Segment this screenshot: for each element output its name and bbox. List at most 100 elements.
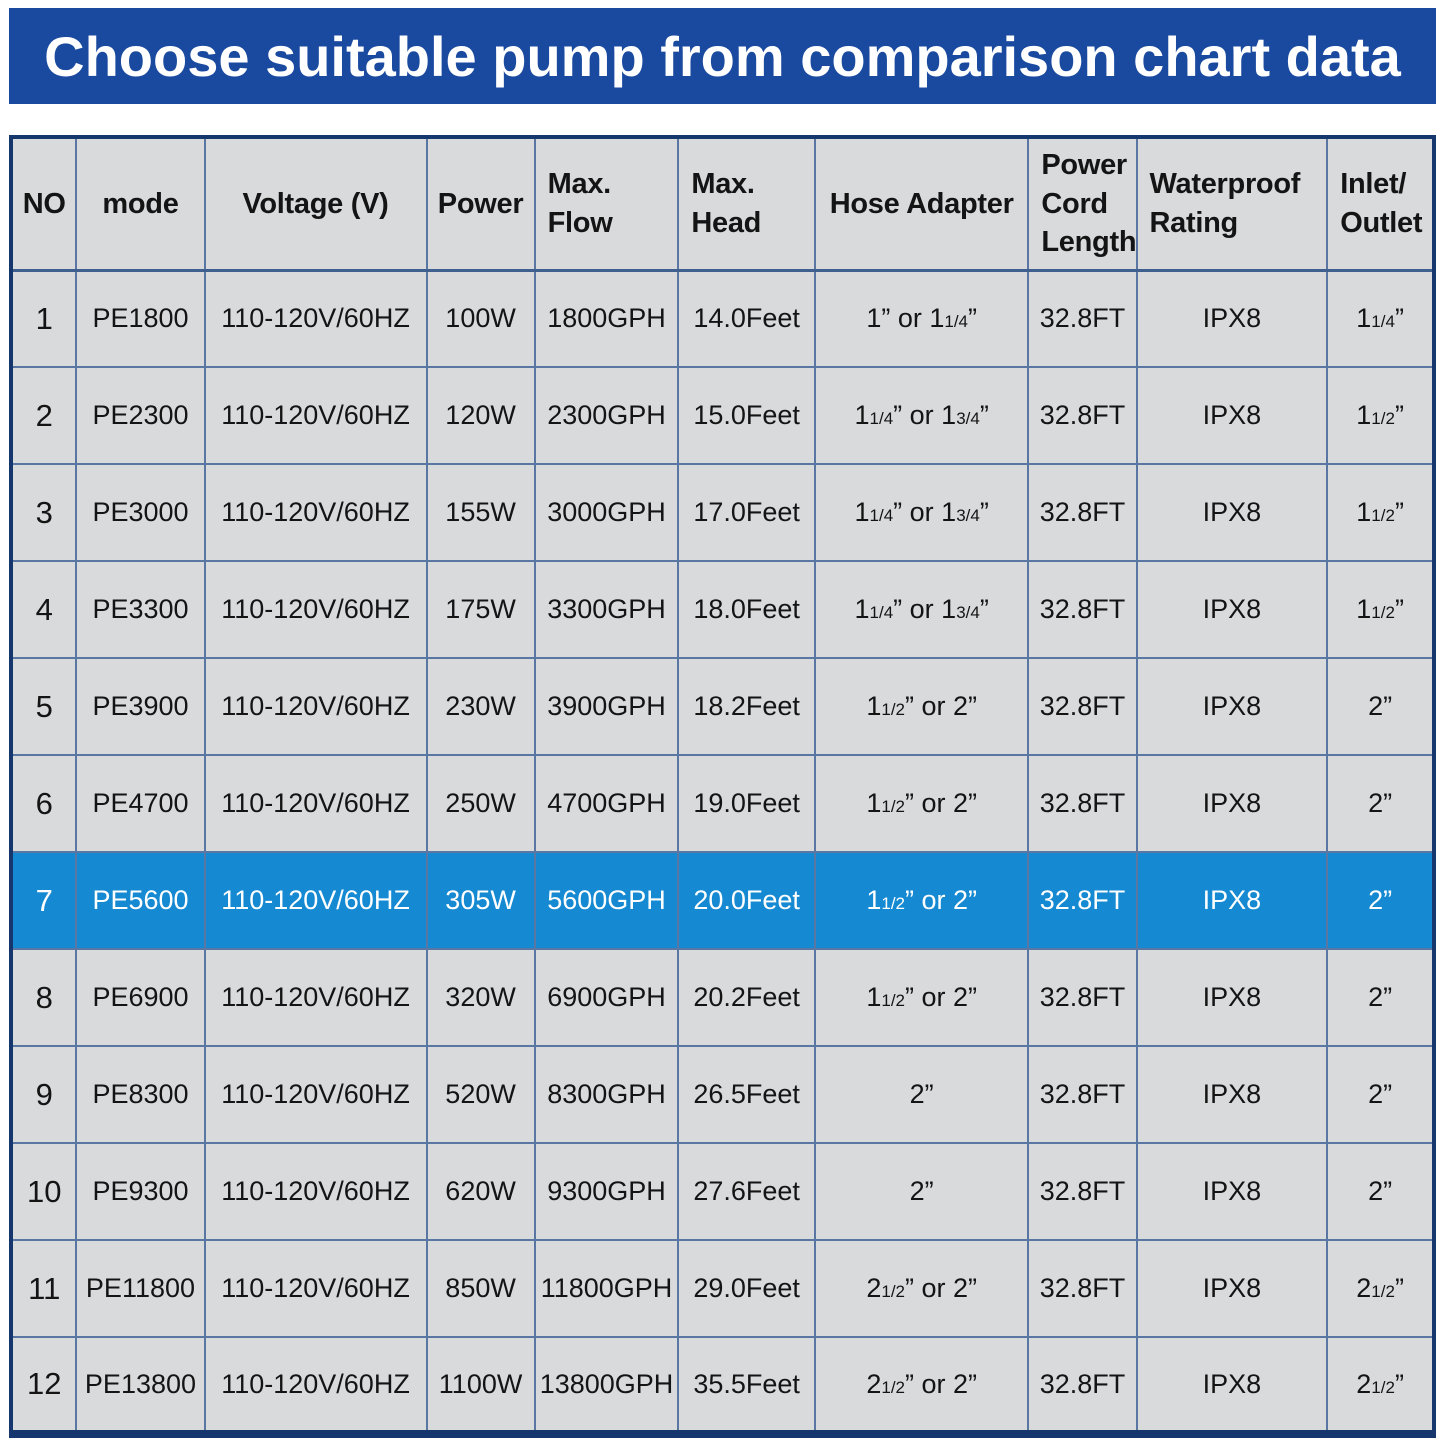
cell-waterproof-rating: IPX8 [1135, 657, 1329, 756]
cell-mode: PE3000 [75, 463, 206, 562]
cell-hose-adapter: 11/4” or 13/4” [813, 366, 1030, 465]
cell-max-flow: 3300GPH [533, 560, 680, 659]
table-row: 6 PE4700 110-120V/60HZ 250W 4700GPH 19.0… [9, 754, 1435, 853]
cell-mode: PE4700 [75, 754, 206, 853]
cell-hose-adapter: 11/2” or 2” [813, 948, 1030, 1047]
table-row: 12 PE13800 110-120V/60HZ 1100W 13800GPH … [9, 1336, 1435, 1435]
cell-hose-adapter: 11/2” or 2” [813, 754, 1030, 853]
cell-hose-adapter: 11/2” or 2” [813, 657, 1030, 756]
col-header-power: Power [425, 136, 536, 272]
cell-max-head: 20.0Feet [677, 851, 816, 950]
cell-max-flow: 8300GPH [533, 1045, 680, 1144]
cell-voltage: 110-120V/60HZ [203, 366, 428, 465]
cell-power-cord-length: 32.8FT [1027, 1336, 1138, 1435]
cell-voltage: 110-120V/60HZ [203, 657, 428, 756]
cell-mode: PE6900 [75, 948, 206, 1047]
cell-voltage: 110-120V/60HZ [203, 1045, 428, 1144]
cell-waterproof-rating: IPX8 [1135, 851, 1329, 950]
cell-inlet-outlet: 2” [1326, 948, 1435, 1047]
cell-no: 9 [9, 1045, 78, 1144]
cell-waterproof-rating: IPX8 [1135, 560, 1329, 659]
cell-no: 5 [9, 657, 78, 756]
cell-waterproof-rating: IPX8 [1135, 463, 1329, 562]
cell-no: 12 [9, 1336, 78, 1435]
cell-hose-adapter: 11/2” or 2” [813, 851, 1030, 950]
cell-max-flow: 1800GPH [533, 269, 680, 368]
cell-inlet-outlet: 2” [1326, 851, 1435, 950]
cell-power: 620W [425, 1142, 536, 1241]
cell-mode: PE11800 [75, 1239, 206, 1338]
cell-max-head: 14.0Feet [677, 269, 816, 368]
title-banner: Choose suitable pump from comparison cha… [9, 8, 1436, 104]
cell-hose-adapter: 21/2” or 2” [813, 1239, 1030, 1338]
cell-power: 520W [425, 1045, 536, 1144]
cell-mode: PE13800 [75, 1336, 206, 1435]
cell-no: 2 [9, 366, 78, 465]
cell-max-head: 20.2Feet [677, 948, 816, 1047]
cell-mode: PE9300 [75, 1142, 206, 1241]
cell-mode: PE1800 [75, 269, 206, 368]
cell-power-cord-length: 32.8FT [1027, 1142, 1138, 1241]
cell-no: 7 [9, 851, 78, 950]
cell-power-cord-length: 32.8FT [1027, 657, 1138, 756]
cell-max-flow: 3900GPH [533, 657, 680, 756]
cell-power: 175W [425, 560, 536, 659]
table-row: 5 PE3900 110-120V/60HZ 230W 3900GPH 18.2… [9, 657, 1435, 756]
col-header-waterproof-rating: Waterproof Rating [1135, 136, 1329, 272]
cell-waterproof-rating: IPX8 [1135, 269, 1329, 368]
page: Choose suitable pump from comparison cha… [0, 8, 1445, 1447]
cell-power-cord-length: 32.8FT [1027, 269, 1138, 368]
cell-hose-adapter: 11/4” or 13/4” [813, 463, 1030, 562]
cell-power: 1100W [425, 1336, 536, 1435]
cell-max-flow: 5600GPH [533, 851, 680, 950]
cell-mode: PE2300 [75, 366, 206, 465]
table-row: 2 PE2300 110-120V/60HZ 120W 2300GPH 15.0… [9, 366, 1435, 465]
cell-inlet-outlet: 2” [1326, 657, 1435, 756]
col-header-power-cord-length: Power Cord Length [1027, 136, 1138, 272]
cell-voltage: 110-120V/60HZ [203, 851, 428, 950]
cell-max-flow: 13800GPH [533, 1336, 680, 1435]
col-header-hose-adapter: Hose Adapter [813, 136, 1030, 272]
cell-inlet-outlet: 2” [1326, 1045, 1435, 1144]
cell-mode: PE3900 [75, 657, 206, 756]
cell-voltage: 110-120V/60HZ [203, 1239, 428, 1338]
cell-inlet-outlet: 11/2” [1326, 560, 1435, 659]
col-header-inlet-outlet: Inlet/ Outlet [1326, 136, 1435, 272]
col-header-max-head: Max. Head [677, 136, 816, 272]
cell-mode: PE8300 [75, 1045, 206, 1144]
col-header-voltage: Voltage (V) [203, 136, 428, 272]
cell-voltage: 110-120V/60HZ [203, 560, 428, 659]
table-row: 1 PE1800 110-120V/60HZ 100W 1800GPH 14.0… [9, 269, 1435, 368]
cell-waterproof-rating: IPX8 [1135, 1336, 1329, 1435]
cell-voltage: 110-120V/60HZ [203, 1142, 428, 1241]
cell-hose-adapter: 1” or 11/4” [813, 269, 1030, 368]
cell-voltage: 110-120V/60HZ [203, 754, 428, 853]
cell-power-cord-length: 32.8FT [1027, 463, 1138, 562]
table-row: 10 PE9300 110-120V/60HZ 620W 9300GPH 27.… [9, 1142, 1435, 1241]
cell-inlet-outlet: 11/2” [1326, 366, 1435, 465]
cell-waterproof-rating: IPX8 [1135, 366, 1329, 465]
table-row: 9 PE8300 110-120V/60HZ 520W 8300GPH 26.5… [9, 1045, 1435, 1144]
cell-max-flow: 3000GPH [533, 463, 680, 562]
cell-power-cord-length: 32.8FT [1027, 754, 1138, 853]
cell-power: 320W [425, 948, 536, 1047]
cell-no: 8 [9, 948, 78, 1047]
table-row: 11 PE11800 110-120V/60HZ 850W 11800GPH 2… [9, 1239, 1435, 1338]
cell-max-head: 17.0Feet [677, 463, 816, 562]
cell-max-head: 18.0Feet [677, 560, 816, 659]
cell-no: 4 [9, 560, 78, 659]
cell-voltage: 110-120V/60HZ [203, 269, 428, 368]
cell-power: 100W [425, 269, 536, 368]
cell-power: 850W [425, 1239, 536, 1338]
cell-inlet-outlet: 2” [1326, 754, 1435, 853]
cell-mode: PE3300 [75, 560, 206, 659]
cell-power-cord-length: 32.8FT [1027, 1239, 1138, 1338]
cell-waterproof-rating: IPX8 [1135, 754, 1329, 853]
cell-no: 11 [9, 1239, 78, 1338]
cell-inlet-outlet: 21/2” [1326, 1336, 1435, 1435]
cell-power-cord-length: 32.8FT [1027, 560, 1138, 659]
cell-inlet-outlet: 11/2” [1326, 463, 1435, 562]
cell-max-flow: 2300GPH [533, 366, 680, 465]
cell-max-head: 26.5Feet [677, 1045, 816, 1144]
table-row: 3 PE3000 110-120V/60HZ 155W 3000GPH 17.0… [9, 463, 1435, 562]
